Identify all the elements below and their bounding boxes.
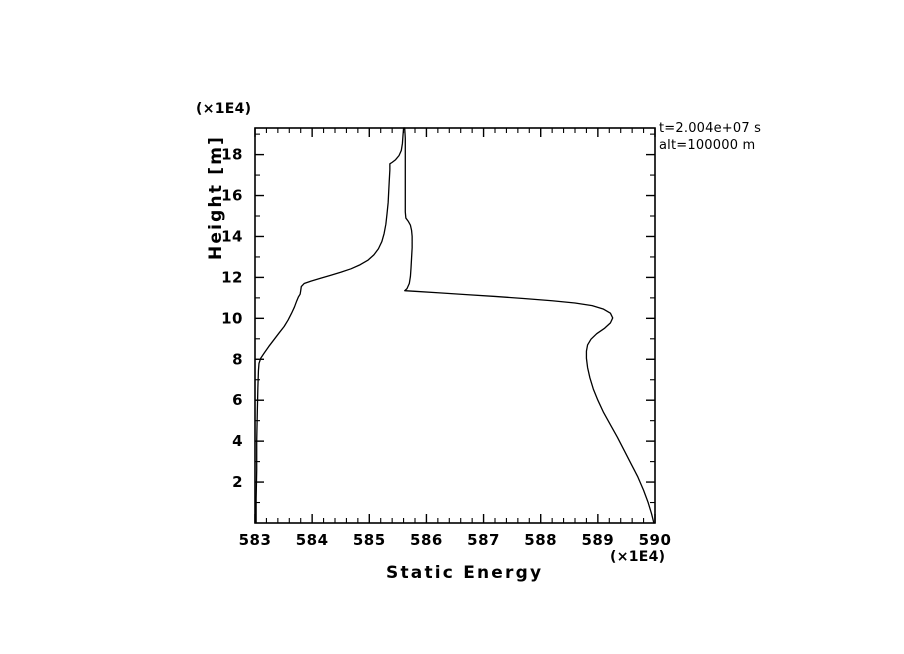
x-tick-label: 589 bbox=[581, 531, 614, 549]
y-tick-label: 14 bbox=[221, 227, 243, 245]
annotation-time: t=2.004e+07 s bbox=[659, 121, 762, 136]
y-axis-ticks bbox=[255, 133, 655, 504]
x-tick-label: 584 bbox=[296, 531, 329, 549]
x-tick-label: 590 bbox=[639, 531, 672, 549]
y-tick-label: 16 bbox=[221, 187, 243, 205]
annotation-altitude: alt=100000 m bbox=[659, 138, 756, 153]
y-tick-label: 12 bbox=[221, 268, 243, 286]
y-axis-title: Height [m] bbox=[206, 134, 226, 260]
y-tick-label: 18 bbox=[221, 146, 243, 164]
y-tick-label: 10 bbox=[221, 309, 243, 327]
profile-line bbox=[255, 127, 655, 524]
y-tick-label: 4 bbox=[232, 432, 243, 450]
x-tick-label: 583 bbox=[239, 531, 272, 549]
y-axis-tick-labels: 2 4 6 8 10 12 14 16 18 bbox=[221, 146, 243, 491]
x-tick-label: 588 bbox=[524, 531, 557, 549]
y-tick-label: 8 bbox=[232, 350, 243, 368]
x-tick-label: 585 bbox=[353, 531, 386, 549]
y-axis-exponent-label: (×1E4) bbox=[196, 101, 252, 117]
x-axis-title: Static Energy bbox=[386, 563, 544, 583]
x-tick-label: 586 bbox=[410, 531, 443, 549]
x-axis-tick-labels: 583 584 585 586 587 588 589 590 bbox=[239, 531, 672, 549]
data-curve bbox=[255, 127, 655, 524]
x-axis-ticks bbox=[254, 128, 656, 523]
x-tick-label: 587 bbox=[467, 531, 500, 549]
annotation-block: t=2.004e+07 s alt=100000 m bbox=[659, 120, 761, 154]
y-tick-label: 6 bbox=[232, 391, 243, 409]
plot-frame bbox=[254, 127, 656, 524]
y-tick-label: 2 bbox=[232, 473, 243, 491]
x-axis-exponent-label: (×1E4) bbox=[610, 549, 666, 565]
